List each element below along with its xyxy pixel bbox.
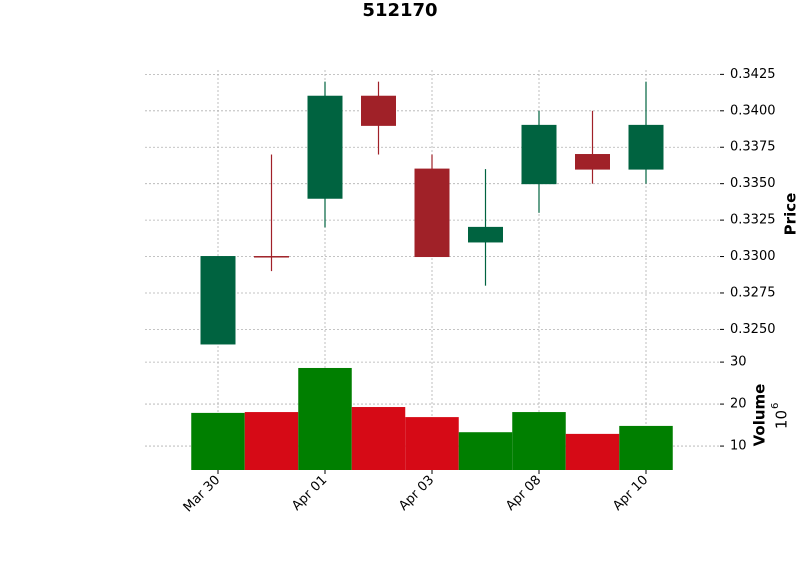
candle-body xyxy=(200,256,236,345)
candle-body xyxy=(628,124,664,170)
candle-body xyxy=(468,226,503,243)
volume-bar xyxy=(405,417,459,470)
volume-bar xyxy=(458,432,513,470)
x-tick-label: Apr 01 xyxy=(289,473,330,514)
offset-exponent: 6 xyxy=(770,403,781,409)
y-tick-label: 0.3375 xyxy=(730,140,776,155)
y-tick-label: 0.3275 xyxy=(730,285,776,300)
candle-body xyxy=(521,124,557,185)
price-label: Price xyxy=(782,193,800,236)
y-tick-label: 0.3400 xyxy=(730,103,776,118)
volume-bar xyxy=(512,412,566,470)
volume-bar xyxy=(565,433,620,470)
candle-body xyxy=(361,95,396,126)
y-tick-label: 0.3350 xyxy=(730,176,776,191)
x-tick-label: Mar 30 xyxy=(181,473,224,516)
y-tick-label: 0.3250 xyxy=(730,322,776,337)
x-tick-label: Apr 03 xyxy=(396,473,437,514)
y-tick-label: 0.3425 xyxy=(730,67,776,82)
volume-bar xyxy=(351,407,406,470)
candle-body xyxy=(254,256,289,258)
candle-body xyxy=(307,95,343,199)
volume-offset: 10 6 xyxy=(770,403,791,429)
candle-body xyxy=(575,154,610,170)
volume-label: Volume xyxy=(751,384,769,447)
x-tick-label: Apr 08 xyxy=(503,473,544,514)
y2-tick-label: 10 xyxy=(730,439,747,454)
volume-bar xyxy=(191,412,245,470)
y-tick-label: 0.3300 xyxy=(730,249,776,264)
volume-bar xyxy=(619,425,673,470)
offset-base: 10 xyxy=(773,410,791,429)
y2-tick-label: 20 xyxy=(730,397,747,412)
volume-bar xyxy=(244,412,299,470)
x-tick-label: Apr 10 xyxy=(610,473,651,514)
candle-body xyxy=(414,168,450,258)
volume-bar xyxy=(298,367,352,470)
y-tick-label: 0.3325 xyxy=(730,213,776,228)
y2-tick-label: 30 xyxy=(730,355,747,370)
chart-title: 512170 xyxy=(362,0,437,21)
